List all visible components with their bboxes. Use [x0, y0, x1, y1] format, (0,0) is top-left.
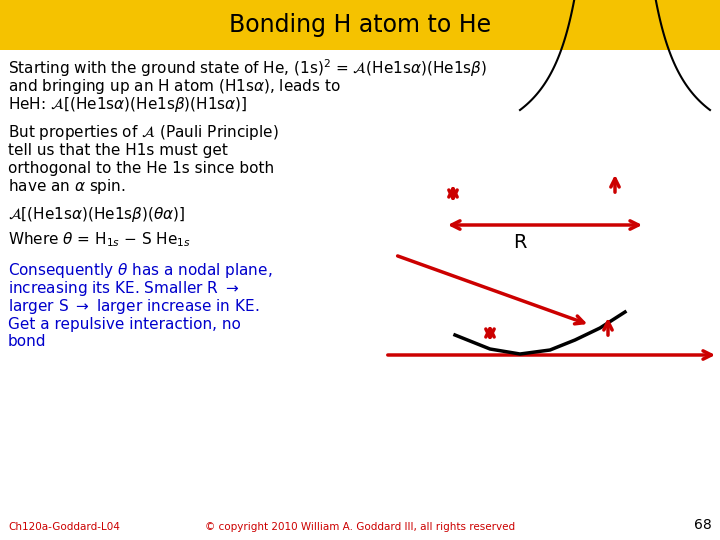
Text: larger S $\rightarrow$ larger increase in KE.: larger S $\rightarrow$ larger increase i…: [8, 296, 259, 315]
Text: © copyright 2010 William A. Goddard III, all rights reserved: © copyright 2010 William A. Goddard III,…: [205, 522, 515, 532]
Text: Consequently $\theta$ has a nodal plane,: Consequently $\theta$ has a nodal plane,: [8, 260, 272, 280]
Text: 68: 68: [694, 518, 712, 532]
Bar: [0, 0, 720, 50]
Text: and bringing up an H atom (H1s$\alpha$), leads to: and bringing up an H atom (H1s$\alpha$),…: [8, 77, 341, 96]
Text: HeH: $\mathcal{A}$[(He1s$\alpha$)(He1s$\beta$)(H1s$\alpha$)]: HeH: $\mathcal{A}$[(He1s$\alpha$)(He1s$\…: [8, 94, 248, 113]
Text: Starting with the ground state of He, (1s)$^2$ = $\mathcal{A}$(He1s$\alpha$)(He1: Starting with the ground state of He, (1…: [8, 57, 487, 79]
Text: Bonding H atom to He: Bonding H atom to He: [229, 13, 491, 37]
Text: But properties of $\mathcal{A}$ (Pauli Principle): But properties of $\mathcal{A}$ (Pauli P…: [8, 123, 279, 141]
Text: Ch120a-Goddard-L04: Ch120a-Goddard-L04: [8, 522, 120, 532]
Text: have an $\alpha$ spin.: have an $\alpha$ spin.: [8, 177, 126, 195]
Text: $\mathcal{A}$[(He1s$\alpha$)(He1s$\beta$)($\theta\alpha$)]: $\mathcal{A}$[(He1s$\alpha$)(He1s$\beta$…: [8, 205, 186, 224]
Text: bond: bond: [8, 334, 47, 349]
Text: R: R: [513, 233, 527, 252]
Text: Get a repulsive interaction, no: Get a repulsive interaction, no: [8, 316, 241, 332]
Text: tell us that the H1s must get: tell us that the H1s must get: [8, 143, 228, 158]
Text: orthogonal to the He 1s since both: orthogonal to the He 1s since both: [8, 160, 274, 176]
Text: increasing its KE. Smaller R $\rightarrow$: increasing its KE. Smaller R $\rightarro…: [8, 279, 239, 298]
Text: Where $\theta$ = H$_{1s}$ $-$ S He$_{1s}$: Where $\theta$ = H$_{1s}$ $-$ S He$_{1s}…: [8, 231, 191, 249]
